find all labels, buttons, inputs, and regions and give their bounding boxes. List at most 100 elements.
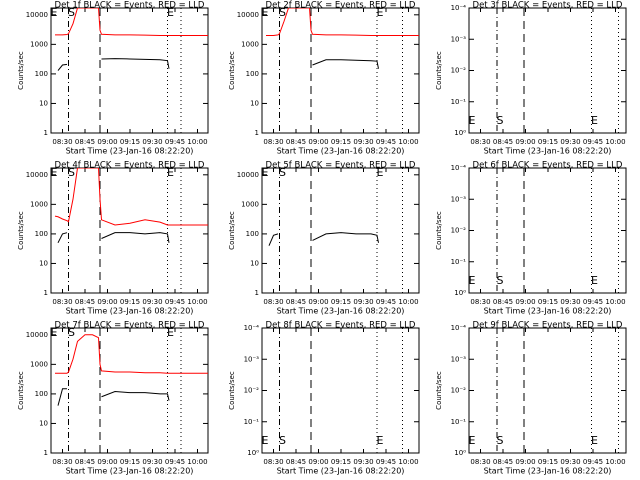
- event-marker: E: [262, 166, 269, 179]
- event-marker: E: [51, 166, 58, 179]
- event-marker: S: [497, 434, 504, 447]
- x-tick-label: 09:15: [120, 298, 140, 306]
- x-tick-label: 08:30: [263, 458, 283, 466]
- y-tick-label: 10: [39, 259, 48, 267]
- x-tick-label: 09:15: [120, 458, 140, 466]
- x-tick-label: 09:30: [142, 458, 162, 466]
- y-axis-label: Counts/sec: [228, 371, 236, 410]
- x-axis-label: Start Time (23-Jan-16 08:22:20): [277, 147, 405, 156]
- panel: Det 6f BLACK = Events, RED = LLD Start Ti…: [435, 161, 627, 316]
- y-tick-label: 10⁻³: [451, 35, 467, 43]
- event-marker: S: [279, 434, 286, 447]
- y-tick-label: 100: [246, 70, 259, 78]
- y-tick-label: 10⁻⁴: [451, 4, 467, 12]
- x-tick-label: 08:45: [286, 298, 306, 306]
- event-marker: E: [377, 166, 384, 179]
- x-tick-label: 09:45: [165, 138, 185, 146]
- event-marker: S: [68, 326, 75, 339]
- chart-title: Det 6f BLACK = Events, RED = LLD: [473, 161, 623, 171]
- x-tick-label: 09:15: [538, 138, 558, 146]
- y-tick-label: 10: [39, 99, 48, 107]
- x-tick-label: 08:30: [52, 298, 72, 306]
- event-marker: E: [262, 6, 269, 19]
- series-line: [266, 8, 419, 36]
- x-tick-label: 10:00: [605, 298, 625, 306]
- x-tick-label: 08:30: [263, 138, 283, 146]
- y-tick-label: 1000: [30, 360, 48, 368]
- event-marker: E: [469, 274, 476, 287]
- x-tick-label: 09:00: [515, 298, 535, 306]
- x-tick-label: 08:30: [470, 138, 490, 146]
- x-tick-label: 09:15: [331, 138, 351, 146]
- event-marker: E: [377, 6, 384, 19]
- y-tick-label: 10: [39, 419, 48, 427]
- series-line: [57, 388, 170, 406]
- x-tick-label: 08:45: [493, 138, 513, 146]
- x-tick-label: 10:00: [605, 458, 625, 466]
- x-tick-label: 09:30: [353, 298, 373, 306]
- panel: Det 9f BLACK = Events, RED = LLD Start Ti…: [435, 321, 627, 476]
- y-tick-label: 10⁻²: [451, 387, 467, 395]
- x-tick-label: 08:45: [75, 298, 95, 306]
- y-tick-label: 10⁰: [454, 129, 466, 137]
- x-tick-label: 08:45: [75, 458, 95, 466]
- x-tick-label: 10:00: [187, 298, 207, 306]
- y-tick-label: 10000: [26, 171, 48, 179]
- x-tick-label: 08:45: [286, 138, 306, 146]
- x-tick-label: 10:00: [605, 138, 625, 146]
- chart-title: Det 7f BLACK = Events, RED = LLD: [55, 321, 205, 331]
- x-tick-label: 08:30: [52, 138, 72, 146]
- y-tick-label: 10000: [26, 11, 48, 19]
- x-tick-label: 10:00: [398, 458, 418, 466]
- y-axis-label: Counts/sec: [17, 211, 25, 250]
- y-tick-label: 1: [255, 289, 259, 297]
- event-marker: E: [377, 434, 384, 447]
- event-marker: S: [279, 6, 286, 19]
- x-tick-label: 08:45: [286, 458, 306, 466]
- x-tick-label: 09:15: [538, 458, 558, 466]
- x-axis-label: Start Time (23-Jan-16 08:22:20): [277, 467, 405, 476]
- series-line: [312, 59, 379, 69]
- series-line: [54, 168, 208, 226]
- x-tick-label: 09:45: [165, 298, 185, 306]
- x-tick-label: 09:30: [560, 138, 580, 146]
- chart-title: Det 5f BLACK = Events, RED = LLD: [266, 161, 416, 171]
- y-tick-label: 100: [35, 390, 48, 398]
- x-tick-label: 09:00: [308, 298, 328, 306]
- event-marker: S: [68, 166, 75, 179]
- y-tick-label: 10⁻⁴: [451, 324, 467, 332]
- series-line: [57, 232, 170, 244]
- panel: Det 8f BLACK = Events, RED = LLD Start Ti…: [228, 321, 420, 476]
- y-axis-label: Counts/sec: [228, 51, 236, 90]
- y-tick-label: 1: [44, 129, 48, 137]
- y-tick-label: 10: [250, 259, 259, 267]
- series-line: [268, 232, 379, 246]
- x-tick-label: 08:30: [470, 298, 490, 306]
- y-tick-label: 1: [44, 449, 48, 457]
- event-marker: S: [68, 6, 75, 19]
- y-tick-label: 10⁻⁴: [451, 164, 467, 172]
- x-tick-label: 09:00: [308, 138, 328, 146]
- y-tick-label: 10⁻³: [451, 355, 467, 363]
- y-tick-label: 100: [35, 70, 48, 78]
- x-tick-label: 09:30: [560, 298, 580, 306]
- x-tick-label: 09:45: [583, 298, 603, 306]
- x-axis-label: Start Time (23-Jan-16 08:22:20): [484, 467, 612, 476]
- y-tick-label: 10000: [237, 11, 259, 19]
- panel: Det 4f BLACK = Events, RED = LLD Start Ti…: [17, 161, 209, 316]
- x-tick-label: 08:30: [52, 458, 72, 466]
- x-tick-label: 09:00: [515, 458, 535, 466]
- event-marker: E: [51, 6, 58, 19]
- x-axis-label: Start Time (23-Jan-16 08:22:20): [484, 307, 612, 316]
- y-axis-label: Counts/sec: [435, 371, 443, 410]
- y-tick-label: 1: [255, 129, 259, 137]
- panel: Det 7f BLACK = Events, RED = LLD Start Ti…: [17, 321, 209, 476]
- x-tick-label: 09:45: [583, 458, 603, 466]
- x-tick-label: 09:45: [165, 458, 185, 466]
- event-marker: S: [497, 274, 504, 287]
- chart-title: Det 8f BLACK = Events, RED = LLD: [266, 321, 416, 331]
- y-tick-label: 10⁻¹: [451, 258, 467, 266]
- x-tick-label: 09:30: [353, 138, 373, 146]
- x-tick-label: 09:00: [308, 458, 328, 466]
